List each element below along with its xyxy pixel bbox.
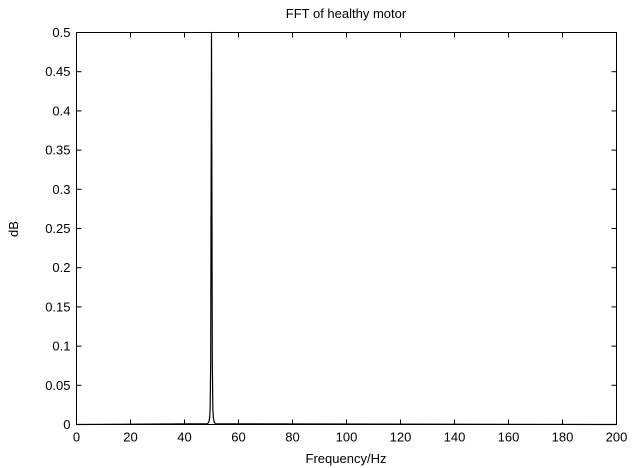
series-layer [76, 31, 617, 426]
x-tick-label: 40 [177, 430, 191, 445]
y-axis-label: dB [6, 221, 21, 237]
y-tick-label: 0 [63, 417, 70, 432]
x-tick-label: 120 [390, 430, 412, 445]
x-tick-label: 160 [498, 430, 520, 445]
x-tick-label: 100 [336, 430, 358, 445]
y-tick-label: 0.5 [52, 25, 70, 40]
y-tick-label: 0.3 [52, 182, 70, 197]
y-tick-label: 0.35 [45, 143, 70, 158]
y-tick-label: 0.45 [45, 64, 70, 79]
x-tick-label: 0 [73, 430, 80, 445]
y-tick-label: 0.25 [45, 221, 70, 236]
x-tick-label: 60 [231, 430, 245, 445]
x-tick-label: 20 [123, 430, 137, 445]
x-axis-label: Frequency/Hz [306, 451, 387, 466]
series-line [76, 31, 617, 426]
y-tick-label: 0.1 [52, 339, 70, 354]
y-tick-label: 0.2 [52, 260, 70, 275]
chart-title: FFT of healthy motor [286, 6, 407, 21]
x-axis: 0 20 40 60 80 100 120 140 160 180 200 [73, 32, 628, 445]
y-tick-label: 0.15 [45, 299, 70, 314]
x-tick-label: 180 [552, 430, 574, 445]
plot-area-frame [76, 32, 617, 425]
y-tick-label: 0.4 [52, 103, 70, 118]
x-tick-label: 140 [444, 430, 466, 445]
y-tick-label: 0.05 [45, 378, 70, 393]
x-tick-label: 200 [606, 430, 628, 445]
x-tick-label: 80 [285, 430, 299, 445]
y-axis: 0 0.05 0.1 0.15 0.2 0.25 0.3 0.35 0.4 0.45 0.5 [45, 25, 617, 432]
